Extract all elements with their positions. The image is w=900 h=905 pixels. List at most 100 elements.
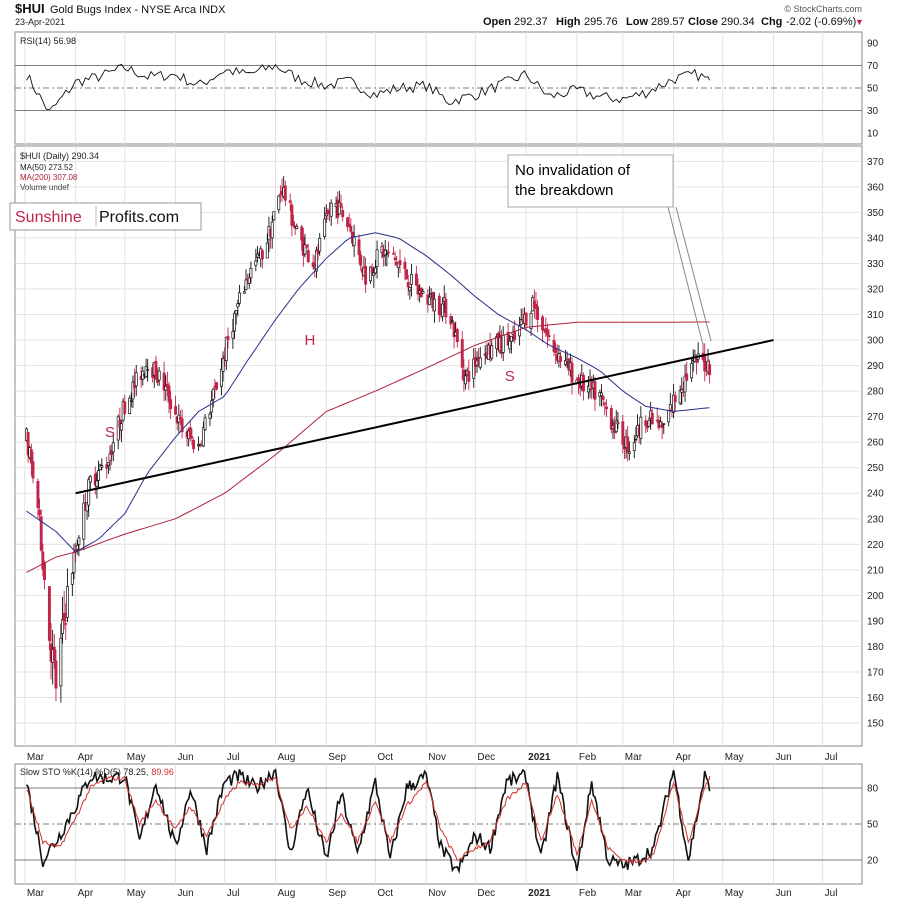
candle-body: [609, 408, 613, 430]
x-tick-label: 2021: [528, 888, 551, 899]
candle-body: [221, 357, 225, 372]
candle-body: [278, 193, 282, 196]
candle-body: [82, 502, 86, 540]
candle-body: [647, 419, 651, 427]
candle-body: [116, 416, 120, 441]
x-tick-label: Mar: [27, 752, 45, 763]
candle-body: [339, 203, 343, 208]
y-tick-label: 330: [867, 259, 884, 270]
candle-body: [316, 249, 320, 255]
candle-body: [632, 442, 636, 452]
callout-pointer: [675, 206, 712, 342]
y-tick-label: 260: [867, 438, 884, 449]
y-tick-label: 200: [867, 591, 884, 602]
neckline-trendline: [75, 339, 774, 495]
candle-body: [123, 401, 127, 414]
stochastic-tick-label: 80: [867, 784, 879, 795]
candle-body: [536, 306, 540, 320]
x-tick-label: Feb: [579, 752, 597, 763]
candle-body: [650, 412, 654, 425]
rsi-line: [26, 63, 711, 111]
candle-body: [545, 329, 549, 336]
x-tick-label: Aug: [277, 752, 295, 763]
candle-body: [31, 461, 35, 479]
candle-body: [329, 202, 333, 217]
candle-body: [678, 390, 682, 404]
candle-body: [627, 451, 631, 454]
candle-body: [616, 421, 620, 425]
candle-body: [305, 244, 309, 248]
y-tick-label: 290: [867, 361, 884, 372]
candle-body: [120, 423, 123, 431]
candle-body: [552, 339, 556, 352]
candle-body: [146, 369, 150, 371]
candle-body: [685, 373, 689, 381]
candle-body: [501, 334, 505, 353]
ma50-line: [26, 232, 710, 553]
candle-body: [295, 225, 299, 229]
x-tick-label: May: [725, 752, 744, 763]
candle-body: [270, 221, 274, 239]
candle-body: [47, 586, 51, 641]
y-tick-label: 190: [867, 616, 884, 627]
candle-body: [169, 399, 173, 410]
candle-body: [518, 325, 522, 337]
candle-body: [43, 562, 46, 581]
candle-body: [234, 310, 238, 315]
x-tick-label: Oct: [377, 888, 393, 899]
chart-date: 23-Apr-2021: [15, 17, 65, 27]
candle-body: [134, 372, 138, 387]
candle-body: [314, 249, 318, 272]
x-tick-label: Jun: [178, 752, 194, 763]
candle-body: [582, 374, 585, 392]
candle-body: [208, 413, 212, 419]
x-tick-label: Sep: [328, 888, 346, 899]
candle-body: [61, 619, 64, 634]
candle-body: [414, 273, 418, 286]
candle-body: [254, 260, 258, 266]
candle-body: [283, 185, 287, 201]
price-series: S H S: [25, 176, 774, 703]
pattern-label: H: [304, 332, 315, 349]
ma200-line: [26, 321, 710, 573]
candle-body: [432, 298, 436, 312]
logo-profits: Profits.com: [99, 209, 179, 226]
candle-body: [236, 303, 240, 308]
candle-body: [529, 313, 533, 330]
candle-body: [95, 480, 99, 487]
x-tick-label: May: [127, 752, 146, 763]
low-label: Low: [626, 16, 648, 28]
y-tick-label: 230: [867, 514, 884, 525]
callout-line-2: the breakdown: [515, 182, 613, 199]
y-tick-label: 300: [867, 336, 884, 347]
axes: Mar Mar Apr Apr May May Jun Jun Jul Jul Aug Aug Sep S…: [27, 39, 884, 899]
high-value: 295.76: [584, 16, 618, 28]
candle-body: [577, 377, 581, 383]
candle-body: [272, 211, 276, 221]
stochastic-legend-d: 89.96: [151, 767, 174, 777]
candle-body: [506, 331, 510, 346]
candle-body: [64, 623, 68, 625]
y-tick-label: 240: [867, 489, 884, 500]
candle-body: [224, 336, 228, 362]
price-panel: [14, 145, 863, 747]
x-tick-label: Mar: [27, 888, 45, 899]
candle-body: [105, 464, 109, 469]
logo-sunshine: Sunshine: [15, 209, 82, 226]
candle-body: [242, 291, 246, 294]
y-tick-label: 370: [867, 157, 884, 168]
candle-body: [364, 265, 368, 285]
x-tick-label: Oct: [377, 752, 393, 763]
candle-body: [192, 439, 196, 450]
candle-body: [210, 400, 214, 413]
candle-body: [603, 402, 607, 405]
candle-body: [508, 340, 512, 350]
candle-body: [237, 292, 241, 304]
x-tick-label: Jun: [776, 888, 792, 899]
candle-body: [188, 427, 192, 438]
close-label: Close: [688, 16, 718, 28]
candle-body: [77, 537, 81, 546]
high-label: High: [556, 16, 581, 28]
candle-body: [513, 330, 517, 340]
